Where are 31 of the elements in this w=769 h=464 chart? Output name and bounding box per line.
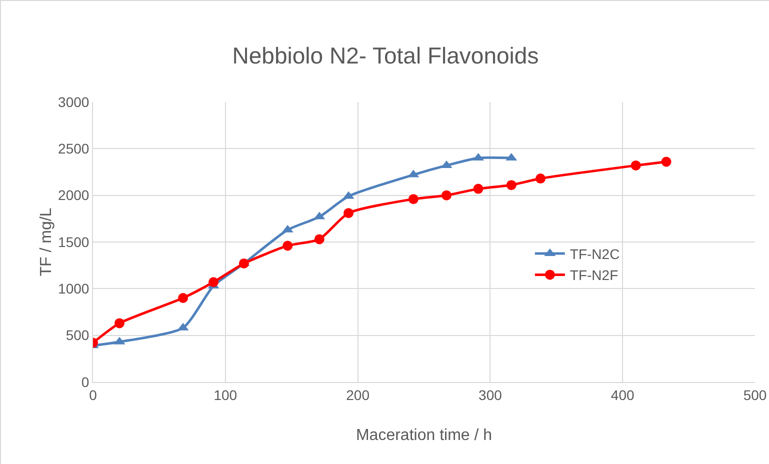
point bbox=[208, 277, 218, 288]
chart-title: Nebbiolo N2- Total Flavonoids bbox=[232, 42, 539, 68]
point bbox=[178, 293, 188, 303]
x-tick-label: 500 bbox=[743, 386, 767, 403]
y-tick-label: 1500 bbox=[58, 234, 90, 250]
point bbox=[282, 240, 293, 251]
x-axis-title: Maceration time / h bbox=[356, 427, 492, 444]
y-tick-label: 0 bbox=[81, 374, 90, 390]
point bbox=[506, 180, 516, 190]
point bbox=[536, 174, 546, 184]
point bbox=[473, 184, 484, 194]
legend-label: TF-N2C bbox=[570, 246, 620, 262]
y-axis-title: TF / mg/L bbox=[38, 208, 55, 276]
point bbox=[442, 190, 452, 200]
point bbox=[408, 194, 418, 204]
x-tick-label: 200 bbox=[346, 386, 370, 403]
y-tick-label: 2500 bbox=[58, 140, 90, 157]
point bbox=[114, 318, 124, 328]
y-tick-label: 1000 bbox=[58, 280, 90, 297]
x-tick-label: 400 bbox=[610, 386, 634, 403]
y-tick-label: 500 bbox=[66, 327, 90, 344]
x-tick-label: 300 bbox=[478, 386, 502, 403]
point bbox=[661, 156, 672, 167]
point bbox=[314, 234, 324, 244]
x-tick-label: 100 bbox=[214, 386, 238, 403]
point bbox=[238, 258, 249, 268]
legend-label: TF-N2F bbox=[570, 267, 618, 284]
y-tick-label: 3000 bbox=[58, 94, 90, 110]
point bbox=[344, 208, 354, 218]
point bbox=[630, 160, 641, 170]
y-tick-label: 2000 bbox=[58, 187, 90, 204]
